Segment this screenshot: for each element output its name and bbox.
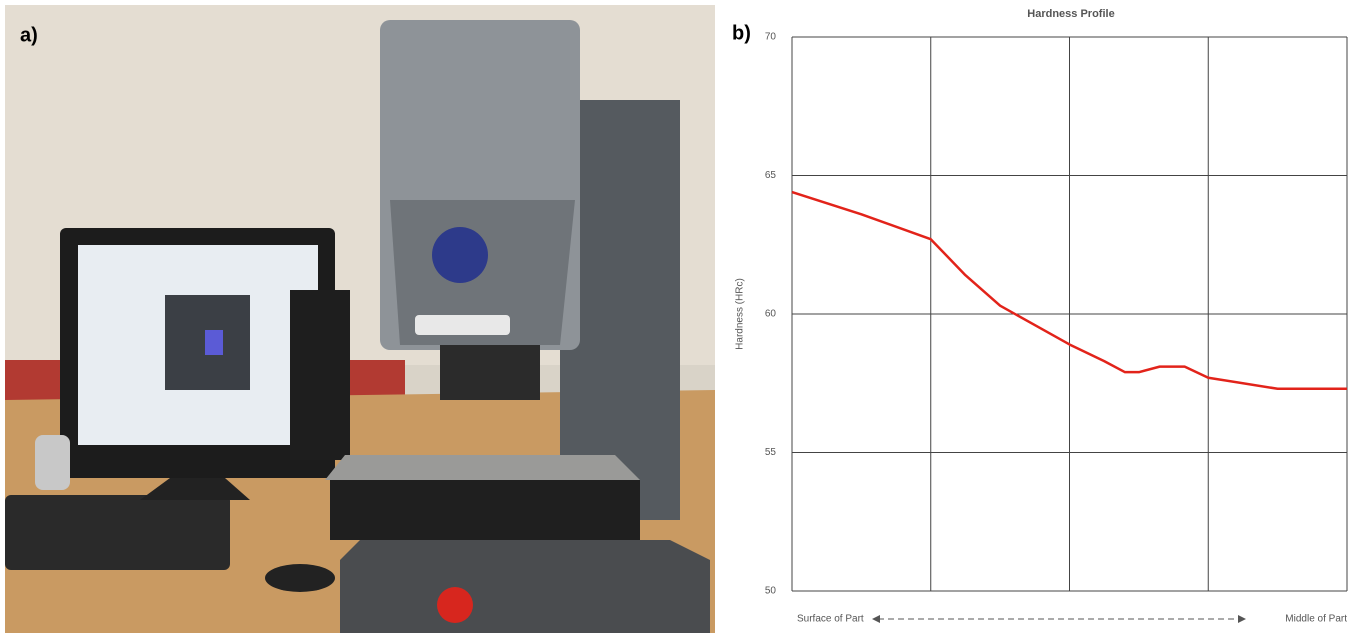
data-line (791, 190, 1347, 391)
y-tick-label: 60 (765, 309, 777, 320)
x-direction-arrow (872, 615, 1246, 623)
y-axis-label: Hardness (HRc) (735, 278, 746, 350)
y-tick-label: 70 (765, 32, 777, 43)
y-tick-label: 65 (765, 170, 777, 181)
photo (5, 5, 715, 633)
y-tick-label: 55 (765, 447, 777, 458)
panel-label: b) (732, 22, 751, 44)
x-end-label: Middle of Part (1285, 614, 1347, 625)
x-start-label: Surface of Part (797, 614, 864, 625)
panel-label: a) (20, 24, 38, 46)
chart-title: Hardness Profile (1027, 8, 1114, 20)
y-tick-label: 50 (765, 586, 777, 597)
